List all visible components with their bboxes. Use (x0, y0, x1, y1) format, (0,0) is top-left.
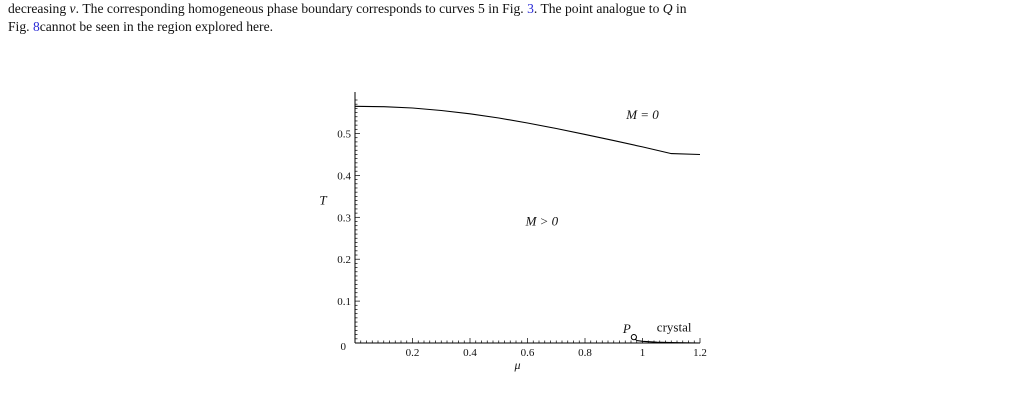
x-tick-label: 1 (640, 347, 646, 359)
y-tick-label: 0.1 (337, 296, 351, 308)
y-tick-label: 0.5 (337, 129, 351, 141)
point-P-marker (630, 334, 637, 341)
point-P-label: P (622, 321, 631, 336)
text-segment: decreasing (8, 1, 70, 16)
figure-reference-link[interactable]: 8 (32, 19, 40, 34)
region-label-crystal: crystal (657, 319, 692, 334)
crystal-boundary-line (633, 337, 701, 344)
origin-tick-label: 0 (341, 341, 347, 353)
x-tick-label: 0.4 (463, 347, 477, 359)
y-tick-label: 0.2 (337, 254, 351, 266)
text-segment: in (672, 1, 687, 16)
y-axis-label: T (319, 193, 327, 208)
x-axis-label: μ (513, 358, 520, 372)
figure-reference-link[interactable]: 3 (527, 1, 534, 16)
y-tick-label: 0.4 (337, 170, 351, 182)
x-tick-label: 1.2 (693, 347, 707, 359)
math-nu: ν (69, 1, 76, 16)
y-tick-label: 0.3 (337, 212, 351, 224)
x-tick-label: 0.6 (521, 347, 535, 359)
region-label-M-positive: M > 0 (525, 214, 559, 229)
paragraph-line-1: decreasing ν. The corresponding homogene… (8, 0, 1023, 18)
chart-labels: 0.2 0.4 0.6 0.8 1 1.2 0.1 0.2 0.3 0.4 0.5 0 μ T P M = 0… (319, 107, 706, 372)
axis-ticks (354, 99, 701, 344)
region-label-M-zero: M = 0 (625, 107, 659, 122)
body-paragraph: decreasing ν. The corresponding homogene… (8, 0, 1023, 36)
text-segment: . The corresponding homogeneous phase bo… (75, 1, 528, 16)
text-segment: cannot be seen in the region explored he… (39, 19, 273, 34)
series-lines (354, 105, 701, 344)
math-Q: Q (662, 1, 673, 16)
paragraph-line-2: Fig. 8cannot be seen in the region explo… (8, 18, 1023, 36)
text-segment: Fig. (8, 19, 33, 34)
phase-boundary-line (354, 105, 701, 156)
x-tick-label: 0.2 (406, 347, 420, 359)
x-tick-label: 0.8 (578, 347, 592, 359)
text-segment: . The point analogue to (533, 1, 663, 16)
